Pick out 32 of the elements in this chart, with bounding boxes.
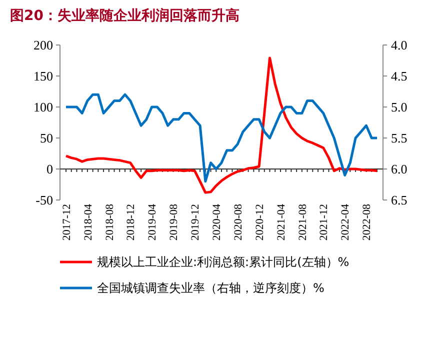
legend-label: 规模以上工业企业:利润总额:累计同比(左轴）% — [97, 255, 350, 270]
x-tick-label: 2019-08 — [168, 204, 180, 241]
y-tick-label: 150 — [34, 68, 53, 84]
chart-title: 图20：失业率随企业利润回落而升高 — [10, 7, 240, 24]
legend-label: 全国城镇调查失业率（右轴，逆序刻度）% — [97, 281, 324, 296]
y-tick-label: -50 — [36, 192, 53, 208]
y-tick-label: 200 — [34, 38, 53, 53]
y2-tick-label: 5.0 — [391, 100, 408, 115]
x-tick-label: 2021-08 — [296, 204, 309, 241]
x-tick-label: 2019-04 — [146, 204, 159, 241]
x-tick-label: 2020-12 — [254, 204, 266, 241]
y2-tick-label: 5.5 — [391, 130, 408, 146]
x-tick-label: 2020-04 — [210, 204, 223, 241]
y-tick-label: 100 — [34, 100, 53, 115]
y-tick-label: 50 — [40, 130, 53, 146]
y2-tick-label: 6.5 — [391, 192, 408, 208]
x-tick-label: 2022-08 — [361, 204, 374, 241]
y2-tick-label: 4.0 — [391, 38, 408, 53]
y2-tick-label: 4.5 — [391, 68, 408, 84]
x-tick-label: 2022-04 — [340, 204, 352, 241]
x-tick-label: 2018-08 — [104, 204, 116, 241]
x-tick-label: 2018-04 — [82, 204, 94, 241]
y2-tick-label: 6.0 — [391, 162, 408, 177]
x-tick-label: 2021-12 — [318, 204, 330, 241]
x-tick-label: 2020-08 — [232, 204, 244, 241]
x-tick-label: 2021-04 — [275, 204, 288, 241]
line-series — [64, 56, 378, 194]
x-tick-label: 2019-12 — [190, 204, 202, 241]
line-series — [64, 93, 378, 183]
x-tick-label: 2018-12 — [125, 204, 138, 241]
x-tick-label: 2017-12 — [60, 204, 73, 241]
y-tick-label: 0 — [46, 162, 53, 177]
